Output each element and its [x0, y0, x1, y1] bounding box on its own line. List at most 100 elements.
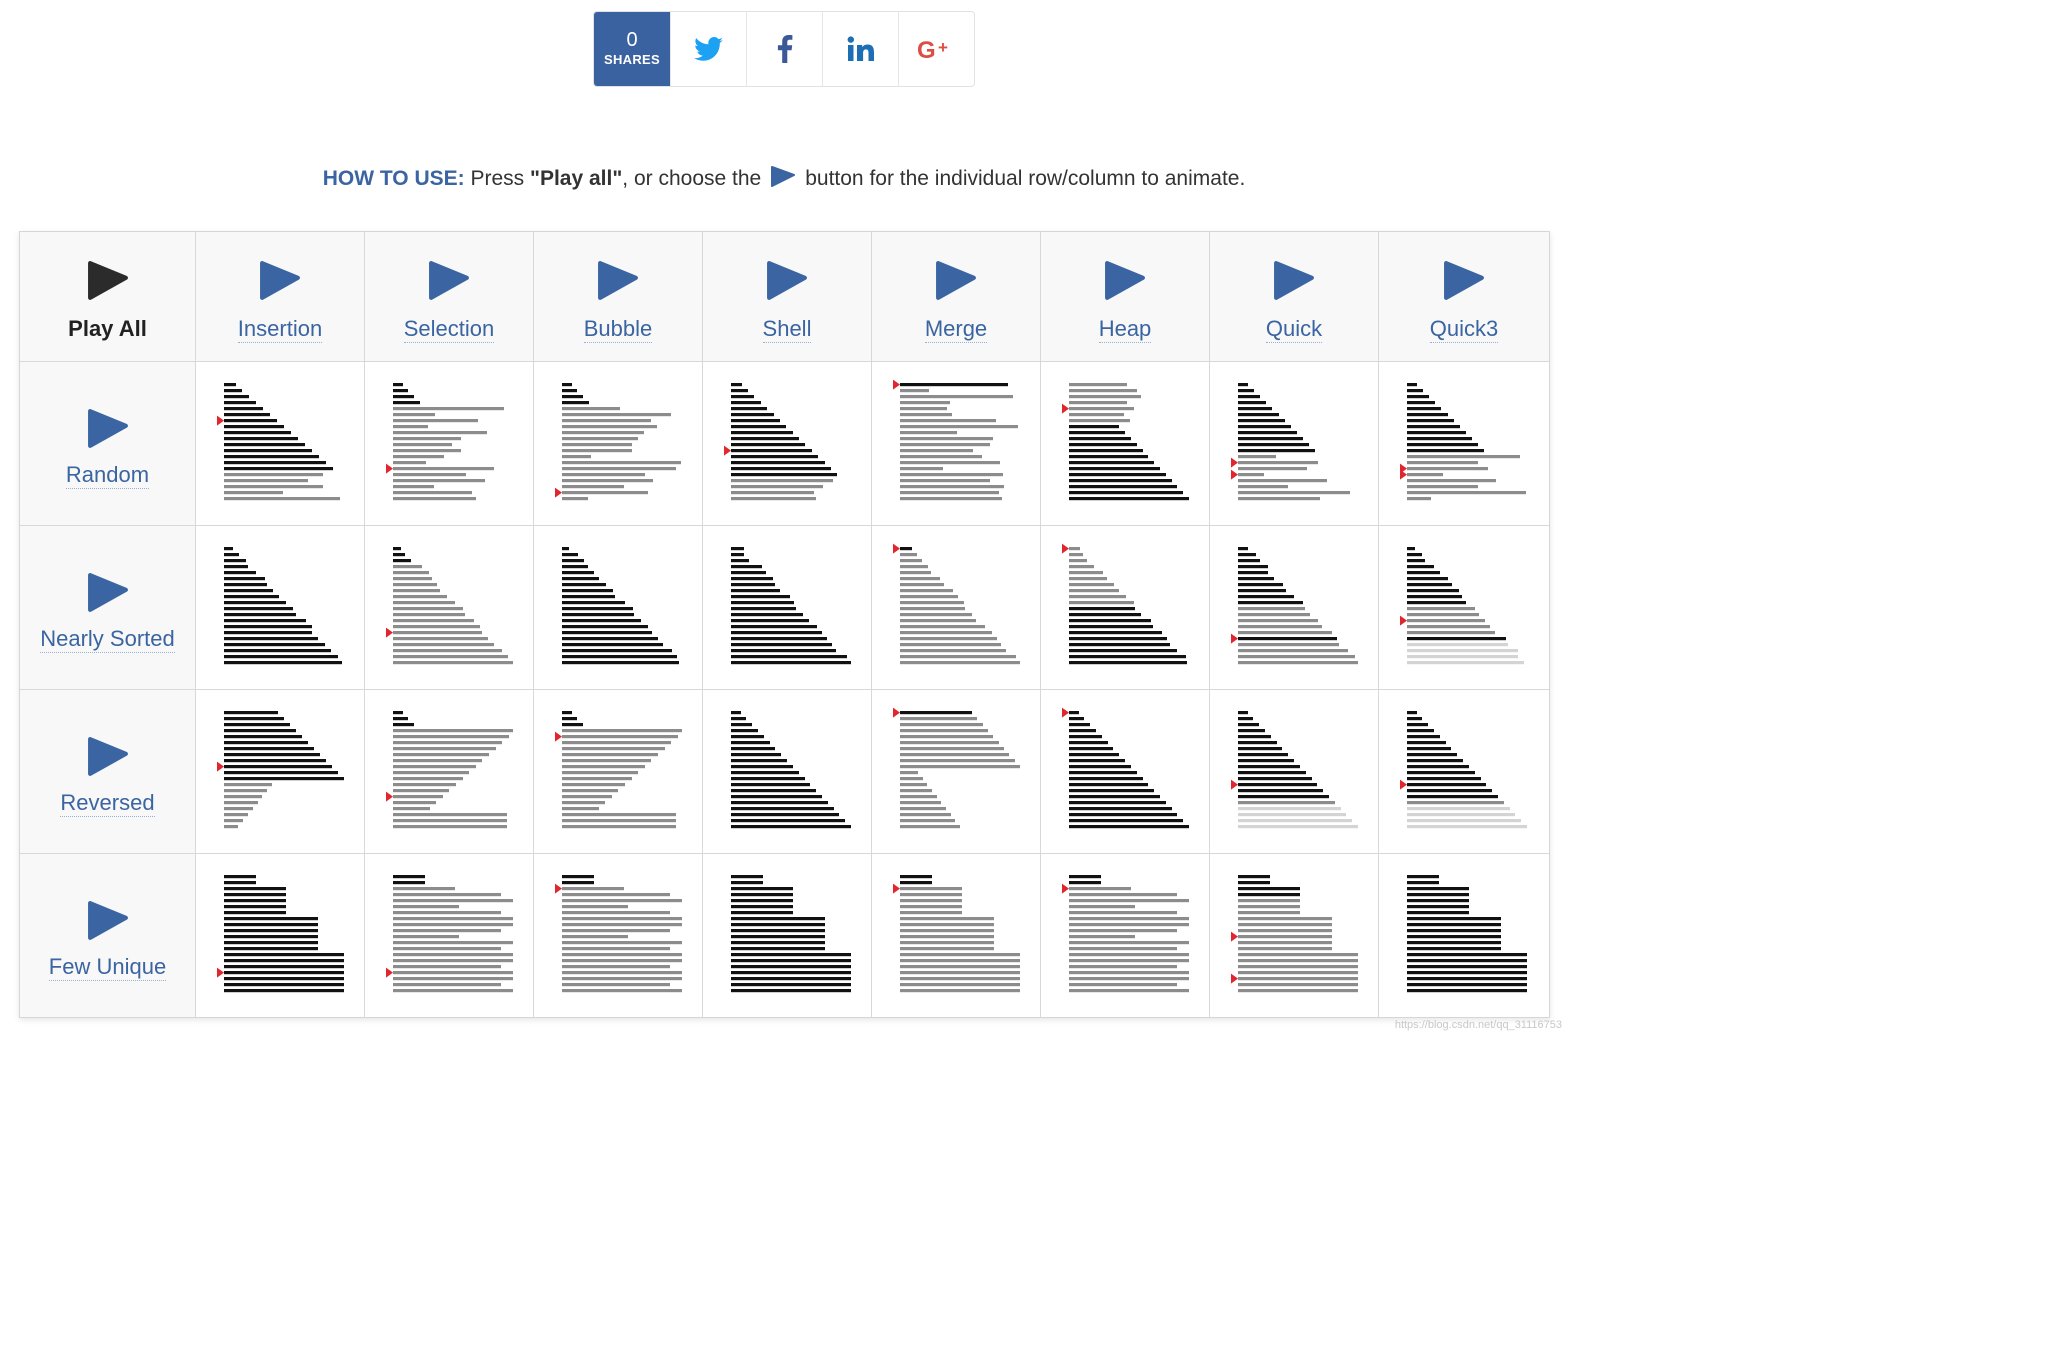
twitter-share-button[interactable]: [670, 12, 746, 86]
bar: [1238, 801, 1335, 805]
bar: [1407, 461, 1478, 465]
facebook-share-button[interactable]: [746, 12, 822, 86]
bar: [224, 941, 318, 945]
bar: [224, 881, 256, 885]
bar: [731, 741, 770, 745]
bar: [900, 625, 985, 629]
bar: [1407, 813, 1515, 817]
bar: [393, 389, 408, 393]
bar: [900, 491, 999, 495]
bar: [562, 497, 588, 501]
column-label-text[interactable]: Quick3: [1429, 316, 1499, 343]
column-label-text[interactable]: Quick: [1265, 316, 1323, 343]
column-header-selection[interactable]: Selection: [365, 232, 534, 362]
bar: [224, 807, 253, 811]
bar: [393, 431, 487, 435]
column-header-quick3[interactable]: Quick3: [1379, 232, 1549, 362]
pointer-marker: [1231, 931, 1238, 942]
row-header-reversed[interactable]: Reversed: [20, 690, 196, 854]
column-label: Merge: [872, 316, 1040, 343]
bar: [1069, 401, 1127, 405]
bar: [224, 607, 293, 611]
bar: [1238, 395, 1260, 399]
play-selection-button[interactable]: [428, 260, 470, 307]
column-label-text[interactable]: Selection: [403, 316, 495, 343]
row-label-text[interactable]: Few Unique: [48, 954, 167, 981]
bar: [224, 983, 344, 987]
play-reversed-button[interactable]: [87, 736, 129, 783]
facebook-icon: [777, 35, 792, 63]
row-label-text[interactable]: Nearly Sorted: [40, 626, 175, 653]
bar: [1407, 765, 1469, 769]
bar: [224, 479, 308, 483]
bar: [1407, 959, 1527, 963]
column-header-bubble[interactable]: Bubble: [534, 232, 703, 362]
play-shell-button[interactable]: [766, 260, 808, 307]
bar: [1069, 473, 1166, 477]
bar: [731, 601, 794, 605]
row-label-text[interactable]: Reversed: [60, 790, 155, 817]
bar: [900, 807, 946, 811]
bar: [900, 425, 1018, 429]
bar: [393, 571, 429, 575]
column-header-insertion[interactable]: Insertion: [196, 232, 365, 362]
column-label-text[interactable]: Insertion: [237, 316, 323, 343]
play-insertion-button[interactable]: [259, 260, 301, 307]
column-label-text[interactable]: Merge: [924, 316, 988, 343]
bar: [731, 893, 793, 897]
bar: [562, 875, 594, 879]
play-quick-button[interactable]: [1273, 260, 1315, 307]
column-header-heap[interactable]: Heap: [1041, 232, 1210, 362]
row-header-nearly-sorted[interactable]: Nearly Sorted: [20, 526, 196, 690]
row-label-text[interactable]: Random: [65, 462, 150, 489]
play-quick3-button[interactable]: [1443, 260, 1485, 307]
bar: [562, 959, 682, 963]
bar: [1238, 577, 1274, 581]
column-header-merge[interactable]: Merge: [872, 232, 1041, 362]
bar: [1069, 941, 1189, 945]
play-heap-button[interactable]: [1104, 260, 1146, 307]
bar: [224, 887, 286, 891]
column-header-shell[interactable]: Shell: [703, 232, 872, 362]
column-label-text[interactable]: Heap: [1098, 316, 1152, 343]
sort-bars-chart: [562, 547, 679, 665]
bar: [900, 461, 1000, 465]
bar: [562, 395, 583, 399]
bar: [393, 383, 403, 387]
linkedin-share-button[interactable]: [822, 12, 898, 86]
column-label-text[interactable]: Bubble: [583, 316, 653, 343]
column-header-quick[interactable]: Quick: [1210, 232, 1379, 362]
play-bubble-button[interactable]: [597, 260, 639, 307]
column-label-text[interactable]: Shell: [762, 316, 812, 343]
bar: [1069, 485, 1177, 489]
row-header-few-unique[interactable]: Few Unique: [20, 854, 196, 1017]
play-random-button[interactable]: [87, 408, 129, 455]
bar: [393, 461, 426, 465]
bar: [900, 723, 983, 727]
bar: [900, 589, 953, 593]
bar: [900, 965, 1020, 969]
bar: [900, 407, 947, 411]
google-plus-share-button[interactable]: G +: [898, 12, 974, 86]
play-few-unique-button[interactable]: [87, 900, 129, 947]
bar: [393, 601, 455, 605]
play-icon: [87, 409, 128, 448]
bar: [731, 807, 834, 811]
column-header-play-all[interactable]: Play All: [20, 232, 196, 362]
bar: [1407, 917, 1501, 921]
sort-bars-chart: [224, 547, 342, 665]
bar: [1069, 637, 1167, 641]
bar: [1407, 923, 1501, 927]
bar: [562, 935, 628, 939]
play-nearly-sorted-button[interactable]: [87, 572, 129, 619]
play-merge-button[interactable]: [935, 260, 977, 307]
bar: [731, 735, 764, 739]
play-play-all-button[interactable]: [87, 260, 129, 307]
viz-few-unique-shell: [703, 854, 872, 1017]
watermark: https://blog.csdn.net/qq_31116753: [1394, 1019, 1562, 1031]
bar: [900, 583, 944, 587]
bar: [1238, 965, 1358, 969]
row-header-random[interactable]: Random: [20, 362, 196, 526]
bar: [562, 559, 584, 563]
bar: [393, 711, 403, 715]
